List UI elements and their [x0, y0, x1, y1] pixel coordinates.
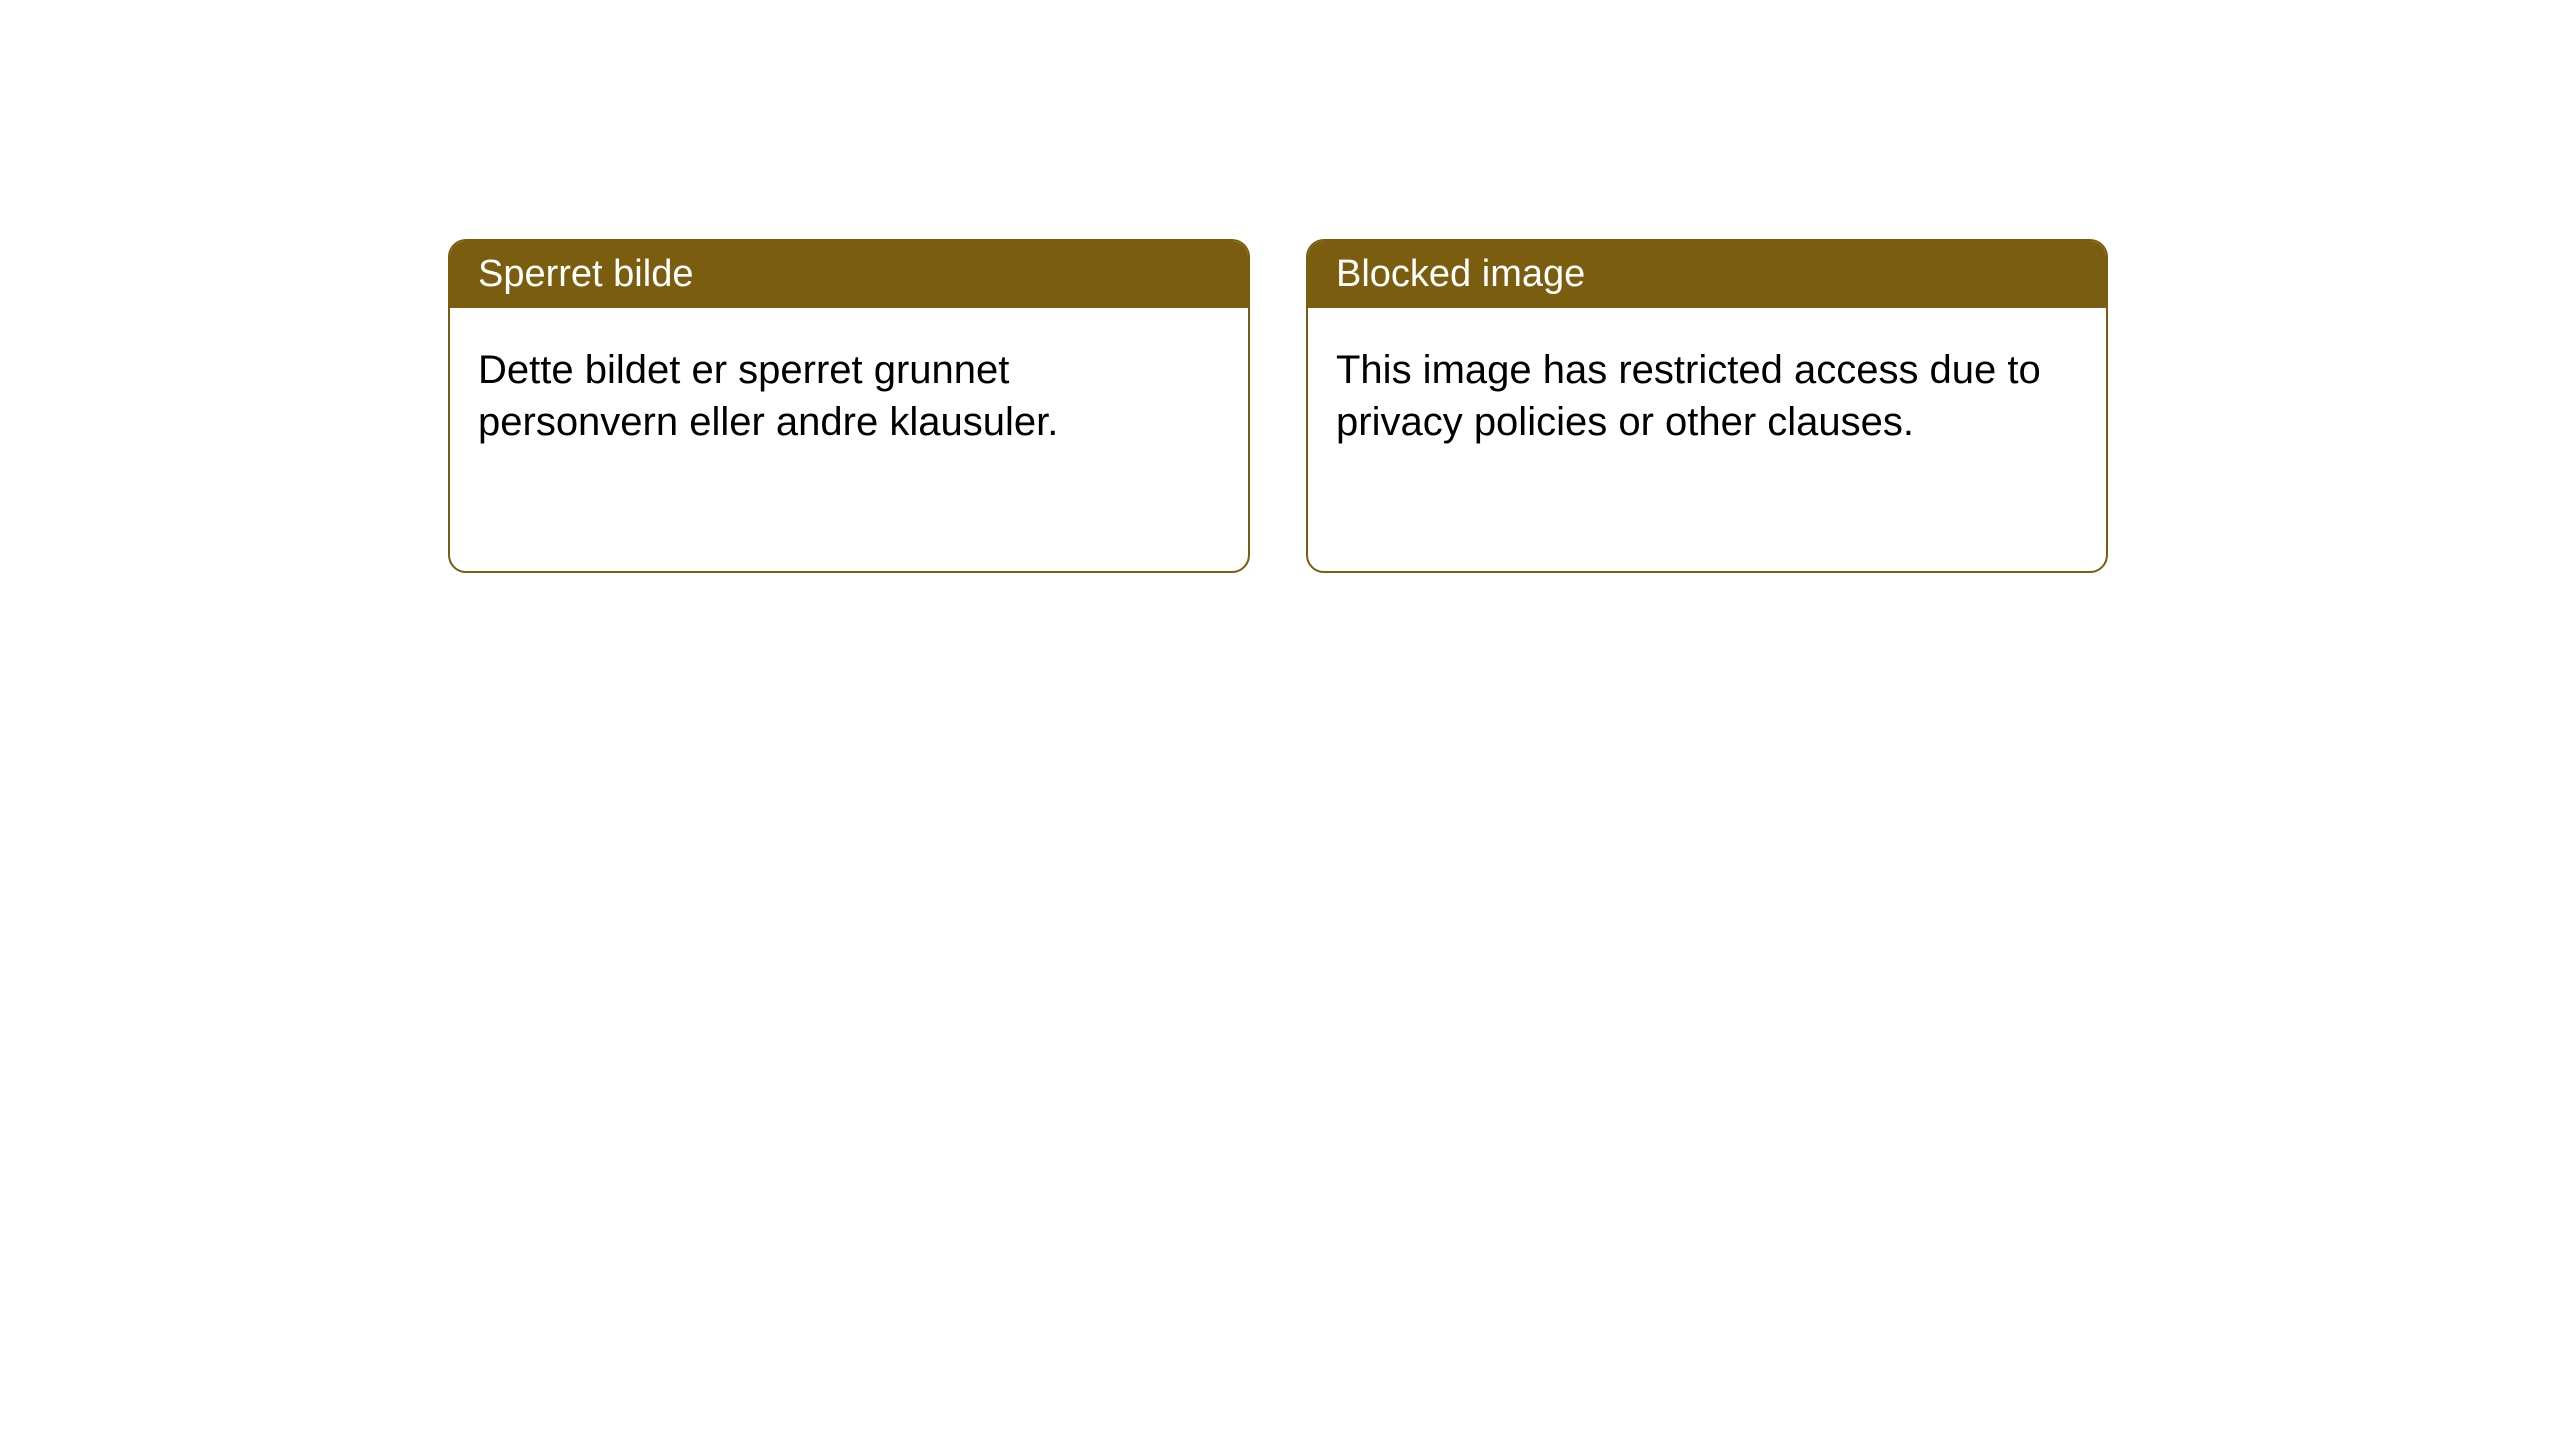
card-body-text: This image has restricted access due to …	[1336, 348, 2041, 444]
notice-card-norwegian: Sperret bilde Dette bildet er sperret gr…	[448, 239, 1250, 573]
card-header: Sperret bilde	[450, 241, 1248, 308]
card-body-text: Dette bildet er sperret grunnet personve…	[478, 348, 1058, 444]
card-body: This image has restricted access due to …	[1308, 308, 2106, 484]
notice-card-english: Blocked image This image has restricted …	[1306, 239, 2108, 573]
card-title: Blocked image	[1336, 253, 1585, 295]
card-body: Dette bildet er sperret grunnet personve…	[450, 308, 1248, 484]
card-title: Sperret bilde	[478, 253, 693, 295]
card-header: Blocked image	[1308, 241, 2106, 308]
notice-container: Sperret bilde Dette bildet er sperret gr…	[0, 0, 2560, 573]
